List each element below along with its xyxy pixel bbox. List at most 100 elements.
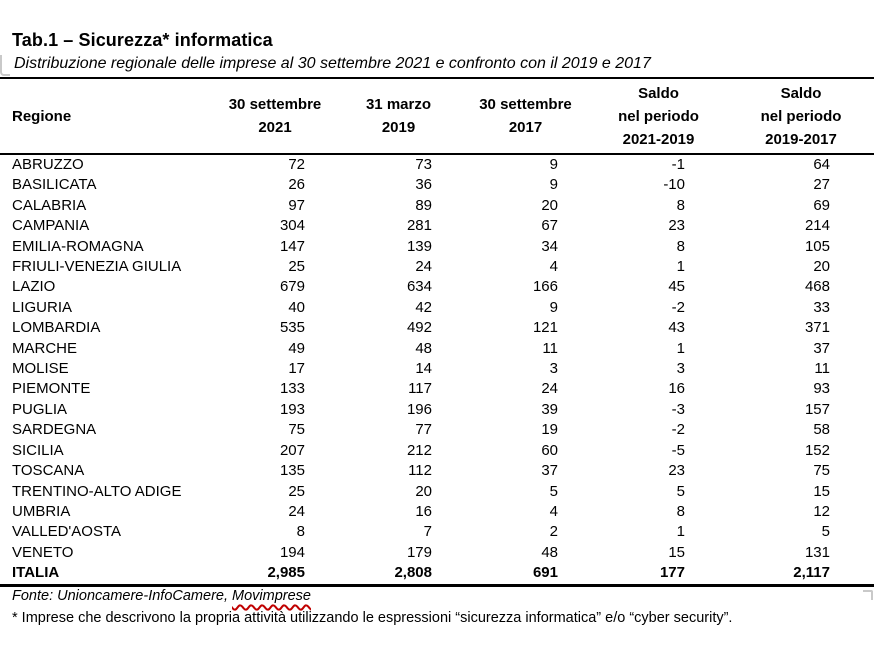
- table-row: LOMBARDIA 535 492 121 43 371: [0, 318, 874, 338]
- value-cell: 25: [288, 482, 305, 500]
- region-cell: SARDEGNA: [12, 421, 97, 439]
- region-cell: TRENTINO-ALTO ADIGE: [12, 482, 182, 500]
- table-row: MOLISE 17 14 3 3 11: [0, 359, 874, 379]
- header-line: 2019: [381, 119, 416, 136]
- value-cell: 4: [549, 258, 558, 276]
- value-cell: 105: [804, 237, 830, 255]
- value-cell: 24: [541, 380, 558, 398]
- value-cell: 15: [813, 482, 830, 500]
- value-cell: 177: [589, 563, 728, 587]
- region-cell: VALLED'AOSTA: [12, 523, 122, 541]
- value-cell: 121: [532, 319, 558, 337]
- value-cell: 535: [279, 319, 305, 337]
- value-cell: 89: [415, 196, 432, 214]
- textbox-frame-fragment-right: [863, 590, 873, 600]
- textbox-frame-fragment-left: [0, 55, 10, 76]
- region-cell: LAZIO: [12, 278, 56, 296]
- value-cell: 16: [415, 502, 432, 520]
- table-subtitle: Distribuzione regionale delle imprese al…: [14, 55, 651, 72]
- value-cell: 691: [462, 563, 589, 587]
- footnote: * Imprese che descrivono la propria atti…: [12, 610, 733, 626]
- region-cell: EMILIA-ROMAGNA: [12, 237, 144, 255]
- value-cell: 117: [408, 380, 432, 398]
- value-cell: 3: [549, 360, 558, 378]
- table-row: BASILICATA 26 36 9 -10 27: [0, 175, 874, 195]
- value-cell: 207: [279, 441, 305, 459]
- table-row: CALABRIA 97 89 20 8 69: [0, 196, 874, 216]
- value-cell: 1: [676, 339, 685, 357]
- value-cell: 15: [668, 543, 685, 561]
- table-row: PUGLIA 193 196 39 -3 157: [0, 400, 874, 420]
- value-cell: 23: [668, 217, 685, 235]
- value-cell: 75: [813, 462, 830, 480]
- region-cell: MOLISE: [12, 360, 69, 378]
- value-cell: 5: [549, 482, 558, 500]
- value-cell: 634: [406, 278, 432, 296]
- value-cell: 9: [549, 298, 558, 316]
- value-cell: 214: [804, 217, 830, 235]
- table-row: PIEMONTE 133 117 24 16 93: [0, 379, 874, 399]
- value-cell: 112: [408, 462, 432, 480]
- value-cell: 60: [541, 441, 558, 459]
- value-cell: 5: [676, 482, 685, 500]
- value-cell: 48: [541, 543, 558, 561]
- value-cell: 69: [813, 196, 830, 214]
- value-cell: 37: [541, 462, 558, 480]
- value-cell: 2,117: [728, 563, 874, 587]
- column-header-saldo-2019-2017: Saldo nel periodo 2019-2017: [728, 79, 874, 155]
- region-cell: MARCHE: [12, 339, 78, 357]
- value-cell: 37: [813, 339, 830, 357]
- value-cell: 24: [288, 502, 305, 520]
- table-row: SARDEGNA 75 77 19 -2 58: [0, 420, 874, 440]
- horizontal-rule-top: [0, 77, 874, 79]
- value-cell: 20: [813, 258, 830, 276]
- column-header-regione: Regione: [0, 79, 215, 155]
- column-header-30-settembre-2017: 30 settembre 2017: [462, 79, 589, 155]
- value-cell: 166: [532, 278, 558, 296]
- header-line: Saldo: [638, 84, 679, 102]
- value-cell: 8: [676, 237, 685, 255]
- table-title: Tab.1 – Sicurezza* informatica: [12, 30, 273, 50]
- header-line: Regione: [12, 107, 72, 125]
- table-body: ABRUZZO 72 73 9 -1 64 BASILICATA 26 36 9 -10 27 CALA…: [0, 154, 874, 587]
- region-cell: ITALIA: [0, 563, 215, 587]
- value-cell: 8: [676, 502, 685, 520]
- table-row: CAMPANIA 304 281 67 23 214: [0, 216, 874, 236]
- header-line: 2017: [508, 119, 543, 136]
- value-cell: 93: [813, 380, 830, 398]
- value-cell: 75: [288, 421, 305, 439]
- value-cell: 1: [676, 523, 685, 541]
- value-cell: 8: [296, 523, 305, 541]
- value-cell: 20: [541, 196, 558, 214]
- value-cell: 17: [288, 360, 305, 378]
- region-cell: SICILIA: [12, 441, 64, 459]
- table-row: TRENTINO-ALTO ADIGE 25 20 5 5 15: [0, 482, 874, 502]
- region-cell: LOMBARDIA: [12, 319, 101, 337]
- value-cell: 64: [813, 156, 830, 173]
- value-cell: 2: [549, 523, 558, 541]
- column-header-31-marzo-2019: 31 marzo 2019: [335, 79, 462, 155]
- value-cell: 16: [668, 380, 685, 398]
- column-header-30-settembre-2021: 30 settembre 2021: [215, 79, 335, 155]
- column-header-saldo-2021-2019: Saldo nel periodo 2021-2019: [589, 79, 728, 155]
- region-cell: PUGLIA: [12, 400, 68, 418]
- table-row: FRIULI-VENEZIA GIULIA 25 24 4 1 20: [0, 257, 874, 277]
- table-row: SICILIA 207 212 60 -5 152: [0, 441, 874, 461]
- value-cell: 48: [415, 339, 432, 357]
- value-cell: 196: [406, 400, 432, 418]
- region-cell: TOSCANA: [12, 462, 85, 480]
- value-cell: 11: [542, 339, 558, 357]
- value-cell: 34: [541, 237, 558, 255]
- value-cell: 492: [406, 319, 432, 337]
- value-cell: 135: [279, 462, 305, 480]
- region-cell: PIEMONTE: [12, 380, 91, 398]
- value-cell: 25: [288, 258, 305, 276]
- value-cell: 12: [813, 502, 830, 520]
- region-cell: LIGURIA: [12, 298, 73, 316]
- value-cell: -10: [663, 176, 685, 194]
- header-line: Saldo: [780, 84, 822, 102]
- table-header: Regione 30 settembre 2021 31 marzo 2019 …: [0, 79, 874, 155]
- value-cell: 42: [415, 298, 432, 316]
- region-cell: BASILICATA: [12, 176, 97, 194]
